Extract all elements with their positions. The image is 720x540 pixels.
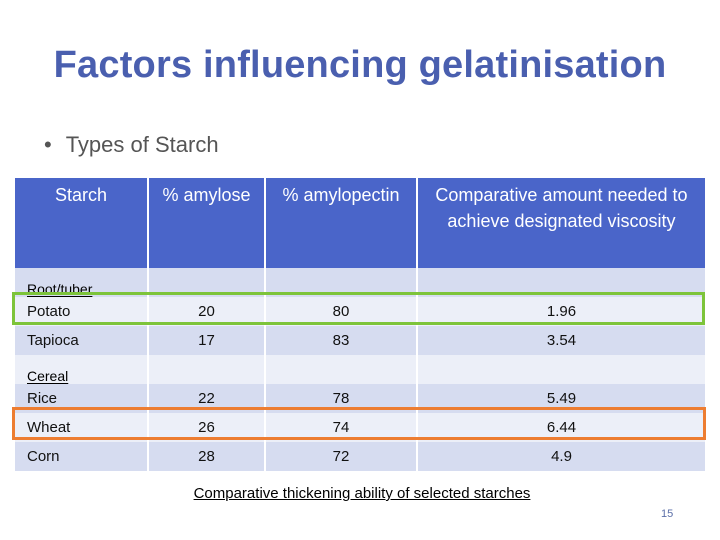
section-row-root-tuber: Root/tuber [15, 268, 705, 297]
header-amylose: % amylose [147, 178, 265, 268]
starch-table: Starch % amylose % amylopectin Comparati… [15, 178, 705, 471]
bullet-text: Types of Starch [65, 132, 219, 157]
section-row-cereal: Cereal [15, 355, 705, 384]
header-comparative-amount: Comparative amount needed to achieve des… [416, 178, 705, 268]
bullet-icon: • [44, 132, 52, 157]
cell-amylopectin: 74 [264, 413, 417, 442]
cell-amylopectin: 80 [264, 297, 417, 326]
cell-amount: 4.9 [416, 442, 705, 471]
cell-amylose: 20 [147, 297, 265, 326]
cell-starch-name: Corn [15, 442, 148, 471]
cell-starch-name: Wheat [15, 413, 148, 442]
section-label: Root/tuber [15, 268, 148, 297]
table-header-row: Starch % amylose % amylopectin Comparati… [15, 178, 705, 268]
header-amylopectin: % amylopectin [264, 178, 417, 268]
cell-amylose: 26 [147, 413, 265, 442]
table-row: Tapioca 17 83 3.54 [15, 326, 705, 355]
cell-starch-name: Tapioca [15, 326, 148, 355]
table-row: Rice 22 78 5.49 [15, 384, 705, 413]
bullet-types-of-starch: • Types of Starch [44, 132, 219, 158]
cell-amount: 6.44 [416, 413, 705, 442]
cell-amylopectin: 78 [264, 384, 417, 413]
cell-amylose: 28 [147, 442, 265, 471]
table-caption: Comparative thickening ability of select… [193, 485, 531, 502]
table-row: Corn 28 72 4.9 [15, 442, 705, 471]
page-number: 15 [661, 508, 674, 520]
cell-amount: 3.54 [416, 326, 705, 355]
cell-amylose: 17 [147, 326, 265, 355]
slide-title: Factors influencing gelatinisation [53, 44, 667, 86]
cell-amylopectin: 72 [264, 442, 417, 471]
cell-starch-name: Rice [15, 384, 148, 413]
cell-amount: 1.96 [416, 297, 705, 326]
header-starch: Starch [15, 178, 148, 268]
cell-amylose: 22 [147, 384, 265, 413]
table-row: Potato 20 80 1.96 [15, 297, 705, 326]
section-label: Cereal [15, 355, 148, 384]
cell-amylopectin: 83 [264, 326, 417, 355]
cell-amount: 5.49 [416, 384, 705, 413]
table-row: Wheat 26 74 6.44 [15, 413, 705, 442]
cell-starch-name: Potato [15, 297, 148, 326]
